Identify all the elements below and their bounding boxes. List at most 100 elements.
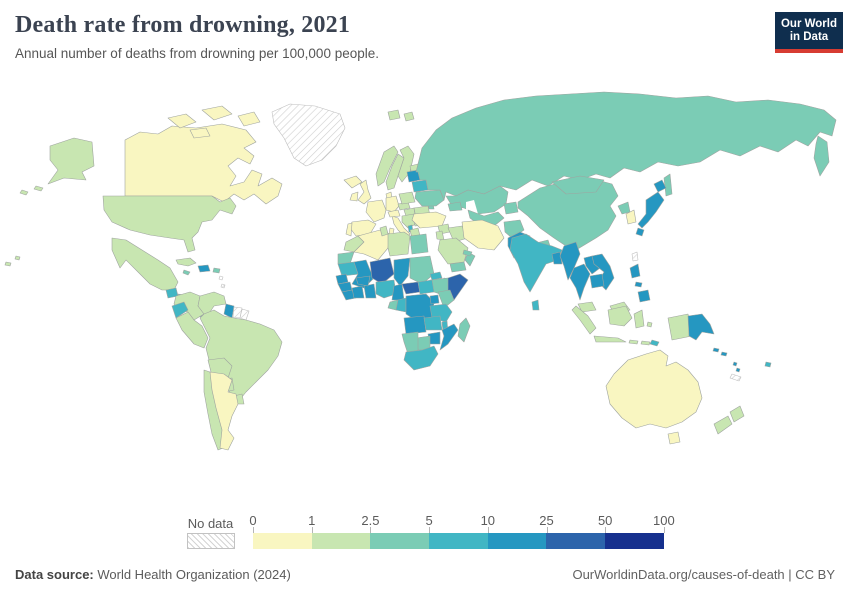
country-fiji[interactable] [764,361,772,368]
country-vanuatu[interactable] [732,361,741,373]
country-lesser-antilles[interactable] [218,275,226,289]
country-puerto-rico[interactable] [212,267,221,274]
country-yemen[interactable] [449,261,467,273]
country-philippines[interactable] [629,263,651,303]
country-niger[interactable] [369,257,395,285]
legend-color-segment-3[interactable] [429,533,488,549]
country-myanmar[interactable] [559,241,581,281]
country-iceland[interactable] [343,175,363,189]
country-peru[interactable] [175,311,209,349]
country-ireland[interactable] [349,191,359,202]
country-venezuela[interactable] [197,291,227,315]
country-sakhalin[interactable] [663,173,673,197]
country-cameroon[interactable] [391,283,405,301]
country-russia[interactable] [415,91,837,201]
country-senegal[interactable] [335,273,349,285]
country-south-sudan[interactable] [417,279,435,295]
country-ivory-coast[interactable] [351,285,365,299]
country-sudan[interactable] [409,255,435,285]
country-burkina-faso[interactable] [355,275,371,287]
country-indonesia[interactable] [571,305,693,346]
country-libya[interactable] [387,231,411,257]
country-finland[interactable] [397,145,415,183]
country-belarus[interactable] [411,179,429,193]
country-bangladesh[interactable] [551,251,563,265]
country-papua-new-guinea[interactable] [687,313,715,341]
country-hawaii[interactable] [4,255,21,267]
country-svalbard[interactable] [387,109,415,122]
legend-color-segment-4[interactable] [487,533,547,549]
country-india[interactable] [509,233,563,293]
country-madagascar[interactable] [457,317,471,343]
country-portugal[interactable] [345,222,353,237]
country-ukraine[interactable] [414,189,445,207]
country-mongolia[interactable] [551,175,605,195]
country-new-zealand[interactable] [713,405,745,435]
country-canada[interactable] [124,123,283,205]
country-south-korea[interactable] [625,209,637,225]
country-alaska[interactable] [47,137,95,185]
country-tasmania[interactable] [667,431,681,445]
country-argentina[interactable] [209,371,239,451]
country-cuba[interactable] [175,257,197,267]
legend-no-data-swatch[interactable] [187,533,235,549]
owid-logo[interactable]: Our World in Data [775,12,843,53]
country-vietnam[interactable] [591,253,615,291]
country-uganda[interactable] [429,294,440,305]
country-uae[interactable] [462,249,473,257]
country-iran[interactable] [461,219,505,251]
country-canada-arctic-3[interactable] [237,111,261,127]
country-norway[interactable] [375,145,399,187]
country-canada-arctic-4[interactable] [189,127,211,139]
country-sri-lanka[interactable] [531,299,540,311]
legend-color-segment-1[interactable] [311,533,371,549]
country-french-guiana[interactable] [239,308,250,321]
country-guyana[interactable] [223,303,235,319]
legend-color-segment-6[interactable] [605,533,664,549]
legend-color-segment-5[interactable] [546,533,606,549]
country-taiwan[interactable] [631,251,639,262]
country-egypt[interactable] [409,233,429,255]
country-japan[interactable] [635,179,667,237]
country-new-caledonia[interactable] [729,373,742,382]
country-laos[interactable] [583,255,601,275]
country-usa[interactable] [102,195,237,253]
country-kenya[interactable] [437,289,455,309]
country-alpine-states[interactable] [387,209,401,218]
country-germany[interactable] [385,195,400,213]
credit-link[interactable]: OurWorldinData.org/causes-of-death | CC … [572,567,835,582]
country-mexico[interactable] [111,237,179,291]
country-poland[interactable] [398,191,416,205]
country-angola[interactable] [403,315,427,335]
country-ecuador[interactable] [171,301,189,319]
country-central-african-republic[interactable] [401,281,421,295]
country-uk[interactable] [357,179,372,205]
country-solomon-islands[interactable] [712,347,728,357]
country-timor-leste[interactable] [649,339,660,347]
country-haiti-dominican[interactable] [197,264,211,273]
country-australia[interactable] [605,349,703,429]
country-canada-arctic-2[interactable] [201,105,233,121]
country-zambia[interactable] [423,315,443,331]
country-chad[interactable] [393,257,411,287]
country-kyrgyz-tajik[interactable] [503,201,519,215]
country-mozambique[interactable] [439,323,459,351]
country-cambodia[interactable] [589,273,605,289]
country-kamchatka[interactable] [813,135,830,177]
country-ghana-togo-benin[interactable] [363,283,377,299]
country-nigeria[interactable] [375,279,397,299]
country-jamaica[interactable] [182,269,191,276]
country-france[interactable] [365,199,387,223]
country-thailand[interactable] [569,263,591,301]
legend-color-segment-0[interactable] [253,533,312,549]
country-caucasus[interactable] [447,201,463,212]
country-south-africa[interactable] [403,345,439,371]
legend-tick-label-1: 1 [308,513,316,528]
country-greenland[interactable] [271,103,346,167]
legend-color-segment-2[interactable] [370,533,430,549]
country-eritrea[interactable] [429,271,443,281]
country-north-korea[interactable] [617,201,631,215]
country-canada-arctic-1[interactable] [167,113,197,129]
country-somalia[interactable] [447,273,469,301]
country-alaska-aleutians[interactable] [19,185,44,196]
